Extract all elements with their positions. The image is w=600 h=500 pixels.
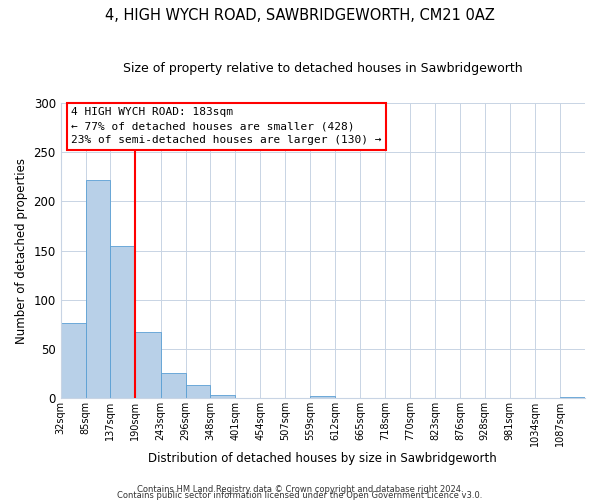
Y-axis label: Number of detached properties: Number of detached properties (15, 158, 28, 344)
Bar (61, 324, 86, 398)
Text: Contains HM Land Registry data © Crown copyright and database right 2024.: Contains HM Land Registry data © Crown c… (137, 484, 463, 494)
Bar (136, 332, 161, 398)
Text: 4, HIGH WYCH ROAD, SAWBRIDGEWORTH, CM21 0AZ: 4, HIGH WYCH ROAD, SAWBRIDGEWORTH, CM21 … (105, 8, 495, 22)
Bar (210, 396, 235, 398)
Bar (185, 386, 210, 398)
Text: Contains public sector information licensed under the Open Government Licence v3: Contains public sector information licen… (118, 490, 482, 500)
Bar (110, 246, 136, 398)
Bar (310, 396, 335, 398)
Bar (86, 180, 110, 398)
Text: 4 HIGH WYCH ROAD: 183sqm
← 77% of detached houses are smaller (428)
23% of semi-: 4 HIGH WYCH ROAD: 183sqm ← 77% of detach… (71, 108, 382, 146)
Bar (161, 372, 185, 398)
X-axis label: Distribution of detached houses by size in Sawbridgeworth: Distribution of detached houses by size … (148, 452, 497, 465)
Title: Size of property relative to detached houses in Sawbridgeworth: Size of property relative to detached ho… (123, 62, 523, 76)
